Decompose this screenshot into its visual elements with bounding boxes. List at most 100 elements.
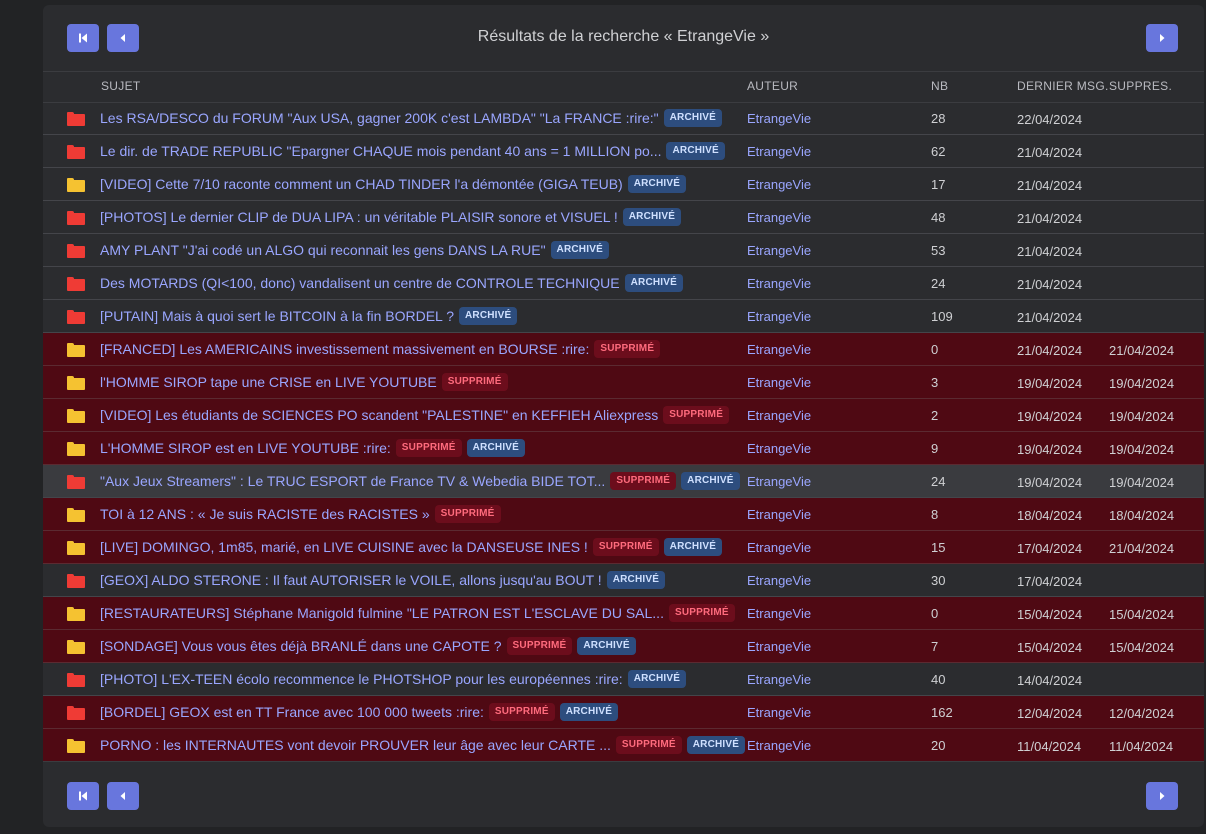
topic-link[interactable]: [RESTAURATEURS] Stéphane Manigold fulmin… — [100, 605, 664, 621]
topic-list: Les RSA/DESCO du FORUM "Aux USA, gagner … — [43, 102, 1204, 762]
author-link[interactable]: EtrangeVie — [747, 144, 812, 159]
archived-badge: ARCHIVÉ — [663, 538, 723, 556]
first-page-button-bottom[interactable] — [67, 782, 99, 810]
first-page-button[interactable] — [67, 24, 99, 52]
topic-link[interactable]: [VIDEO] Cette 7/10 raconte comment un CH… — [100, 176, 623, 192]
message-count: 162 — [931, 705, 953, 720]
topic-subject-cell: [PUTAIN] Mais à quoi sert le BITCOIN à l… — [100, 300, 740, 332]
author-link[interactable]: EtrangeVie — [747, 408, 812, 423]
last-message-date: 19/04/2024 — [1017, 442, 1083, 457]
prev-page-icon — [120, 792, 125, 800]
topic-subject-cell: Le dir. de TRADE REPUBLIC "Epargner CHAQ… — [100, 135, 740, 167]
topic-link[interactable]: [VIDEO] Les étudiants de SCIENCES PO sca… — [100, 407, 659, 423]
author-link[interactable]: EtrangeVie — [747, 573, 812, 588]
table-row: [VIDEO] Cette 7/10 raconte comment un CH… — [43, 168, 1204, 201]
folder-icon — [67, 343, 85, 357]
topic-subject-cell: PORNO : les INTERNAUTES vont devoir PROU… — [100, 729, 746, 761]
top-pagination-bar: Résultats de la recherche « EtrangeVie » — [43, 5, 1204, 72]
author-link[interactable]: EtrangeVie — [747, 243, 812, 258]
last-message-date: 18/04/2024 — [1017, 508, 1083, 523]
deleted-badge: SUPPRIMÉ — [434, 505, 501, 523]
table-row: Le dir. de TRADE REPUBLIC "Epargner CHAQ… — [43, 135, 1204, 168]
last-message-date: 21/04/2024 — [1017, 343, 1083, 358]
message-count: 20 — [931, 738, 946, 753]
folder-icon — [67, 607, 85, 621]
topic-link[interactable]: [SONDAGE] Vous vous êtes déjà BRANLÉ dan… — [100, 638, 502, 654]
col-deleted-header: SUPPRES. — [1109, 79, 1173, 93]
topic-link[interactable]: [PUTAIN] Mais à quoi sert le BITCOIN à l… — [100, 308, 454, 324]
author-link[interactable]: EtrangeVie — [747, 111, 812, 126]
prev-page-button[interactable] — [107, 24, 139, 52]
author-link[interactable]: EtrangeVie — [747, 474, 812, 489]
deletion-date: 18/04/2024 — [1109, 508, 1175, 523]
next-page-button[interactable] — [1146, 24, 1178, 52]
topic-link[interactable]: [BORDEL] GEOX est en TT France avec 100 … — [100, 704, 484, 720]
deletion-date: 19/04/2024 — [1109, 376, 1175, 391]
folder-icon — [67, 376, 85, 390]
col-subject-header: SUJET — [101, 79, 141, 93]
topic-link[interactable]: Le dir. de TRADE REPUBLIC "Epargner CHAQ… — [100, 143, 662, 159]
author-link[interactable]: EtrangeVie — [747, 177, 812, 192]
folder-icon — [67, 739, 85, 753]
topic-link[interactable]: [GEOX] ALDO STERONE : Il faut AUTORISER … — [100, 572, 602, 588]
topic-link[interactable]: [PHOTOS] Le dernier CLIP de DUA LIPA : u… — [100, 209, 618, 225]
archived-badge: ARCHIVÉ — [606, 571, 666, 589]
topic-link[interactable]: [LIVE] DOMINGO, 1m85, marié, en LIVE CUI… — [100, 539, 588, 555]
topic-subject-cell: [RESTAURATEURS] Stéphane Manigold fulmin… — [100, 597, 740, 629]
author-link[interactable]: EtrangeVie — [747, 738, 812, 753]
author-link[interactable]: EtrangeVie — [747, 606, 812, 621]
folder-icon — [67, 508, 85, 522]
deleted-badge: SUPPRIMÉ — [610, 472, 677, 490]
topic-link[interactable]: AMY PLANT "J'ai codé un ALGO qui reconna… — [100, 242, 546, 258]
archived-badge: ARCHIVÉ — [559, 703, 619, 721]
folder-icon — [67, 178, 85, 192]
deleted-badge: SUPPRIMÉ — [663, 406, 730, 424]
last-message-date: 19/04/2024 — [1017, 409, 1083, 424]
last-message-date: 17/04/2024 — [1017, 574, 1083, 589]
table-row: [PHOTOS] Le dernier CLIP de DUA LIPA : u… — [43, 201, 1204, 234]
author-link[interactable]: EtrangeVie — [747, 210, 812, 225]
archived-badge: ARCHIVÉ — [624, 274, 684, 292]
prev-page-button-bottom[interactable] — [107, 782, 139, 810]
message-count: 0 — [931, 342, 939, 357]
author-link[interactable]: EtrangeVie — [747, 375, 812, 390]
deletion-date: 19/04/2024 — [1109, 409, 1175, 424]
topic-subject-cell: [SONDAGE] Vous vous êtes déjà BRANLÉ dan… — [100, 630, 740, 662]
author-link[interactable]: EtrangeVie — [747, 705, 812, 720]
table-row: [SONDAGE] Vous vous êtes déjà BRANLÉ dan… — [43, 630, 1204, 663]
topic-link[interactable]: L'HOMME SIROP est en LIVE YOUTUBE :rire: — [100, 440, 391, 456]
author-link[interactable]: EtrangeVie — [747, 672, 812, 687]
table-row: [BORDEL] GEOX est en TT France avec 100 … — [43, 696, 1204, 729]
message-count: 40 — [931, 672, 946, 687]
topic-link[interactable]: Des MOTARDS (QI<100, donc) vandalisent u… — [100, 275, 620, 291]
author-link[interactable]: EtrangeVie — [747, 507, 812, 522]
author-link[interactable]: EtrangeVie — [747, 276, 812, 291]
next-page-button-bottom[interactable] — [1146, 782, 1178, 810]
message-count: 109 — [931, 309, 953, 324]
message-count: 24 — [931, 276, 946, 291]
author-link[interactable]: EtrangeVie — [747, 540, 812, 555]
author-link[interactable]: EtrangeVie — [747, 309, 812, 324]
topic-link[interactable]: PORNO : les INTERNAUTES vont devoir PROU… — [100, 737, 611, 753]
deletion-date: 12/04/2024 — [1109, 706, 1175, 721]
folder-icon — [67, 409, 85, 423]
archived-badge: ARCHIVÉ — [686, 736, 746, 754]
last-message-date: 14/04/2024 — [1017, 673, 1083, 688]
deleted-badge: SUPPRIMÉ — [488, 703, 555, 721]
bottom-pagination-bar — [43, 761, 1204, 827]
topic-link[interactable]: l'HOMME SIROP tape une CRISE en LIVE YOU… — [100, 374, 437, 390]
topic-link[interactable]: "Aux Jeux Streamers" : Le TRUC ESPORT de… — [100, 473, 606, 489]
topic-link[interactable]: [PHOTO] L'EX-TEEN écolo recommence le PH… — [100, 671, 623, 687]
author-link[interactable]: EtrangeVie — [747, 441, 812, 456]
author-link[interactable]: EtrangeVie — [747, 639, 812, 654]
message-count: 9 — [931, 441, 939, 456]
col-nb-header: NB — [931, 79, 949, 93]
author-link[interactable]: EtrangeVie — [747, 342, 812, 357]
topic-link[interactable]: [FRANCED] Les AMERICAINS investissement … — [100, 341, 590, 357]
topic-link[interactable]: Les RSA/DESCO du FORUM "Aux USA, gagner … — [100, 110, 659, 126]
topic-subject-cell: [PHOTOS] Le dernier CLIP de DUA LIPA : u… — [100, 201, 740, 233]
last-message-date: 21/04/2024 — [1017, 145, 1083, 160]
topic-link[interactable]: TOI à 12 ANS : « Je suis RACISTE des RAC… — [100, 506, 430, 522]
topic-subject-cell: L'HOMME SIROP est en LIVE YOUTUBE :rire:… — [100, 432, 740, 464]
col-author-header: AUTEUR — [747, 79, 799, 93]
